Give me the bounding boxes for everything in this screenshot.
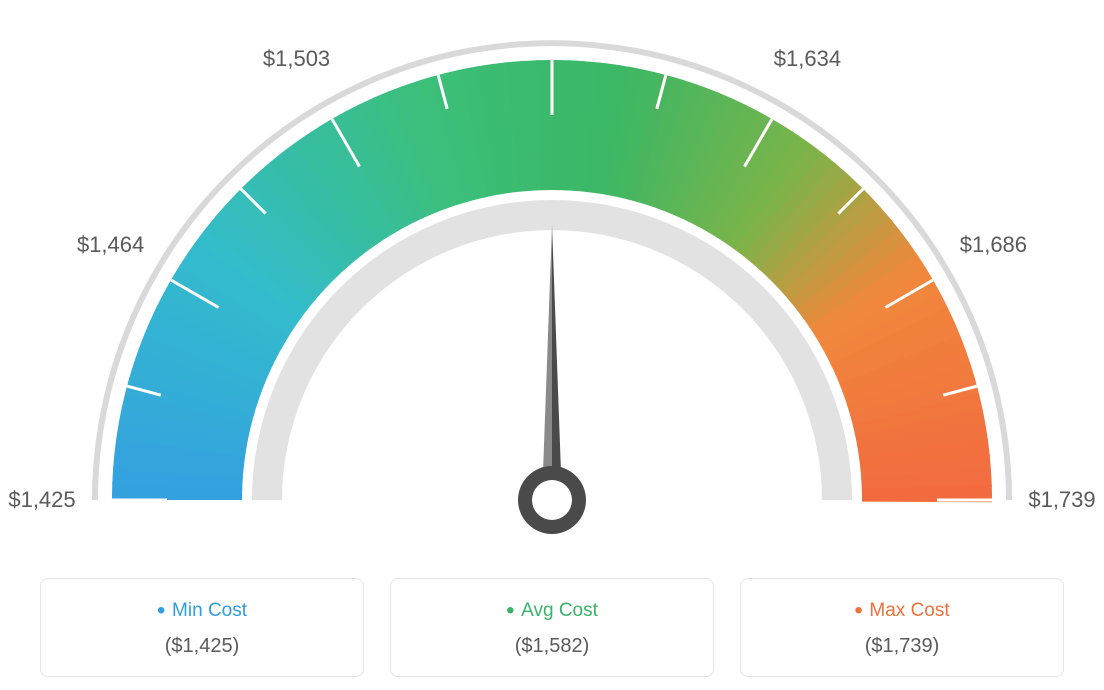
summary-cards: Min Cost ($1,425) Avg Cost ($1,582) Max … [0,560,1104,677]
gauge-tick-label: $1,582 [518,0,585,3]
avg-cost-value: ($1,582) [403,635,701,658]
gauge-tick-label: $1,739 [1028,487,1095,513]
max-cost-value: ($1,739) [753,635,1051,658]
avg-cost-label: Avg Cost [403,597,701,625]
gauge-chart: $1,425 $1,464 $1,503 $1,582 $1,634 $1,686 $1,7… [0,0,1104,560]
max-cost-card: Max Cost ($1,739) [740,578,1064,677]
avg-cost-card: Avg Cost ($1,582) [390,578,714,677]
gauge-tick-label: $1,686 [960,232,1027,258]
min-cost-label: Min Cost [53,597,351,625]
gauge-tick-label: $1,425 [8,487,75,513]
gauge-tick-label: $1,503 [263,46,330,72]
max-cost-label: Max Cost [753,597,1051,625]
min-cost-value: ($1,425) [53,635,351,658]
gauge-svg [0,0,1104,560]
gauge-tick-label: $1,634 [774,46,841,72]
min-cost-card: Min Cost ($1,425) [40,578,364,677]
gauge-tick-label: $1,464 [77,232,144,258]
